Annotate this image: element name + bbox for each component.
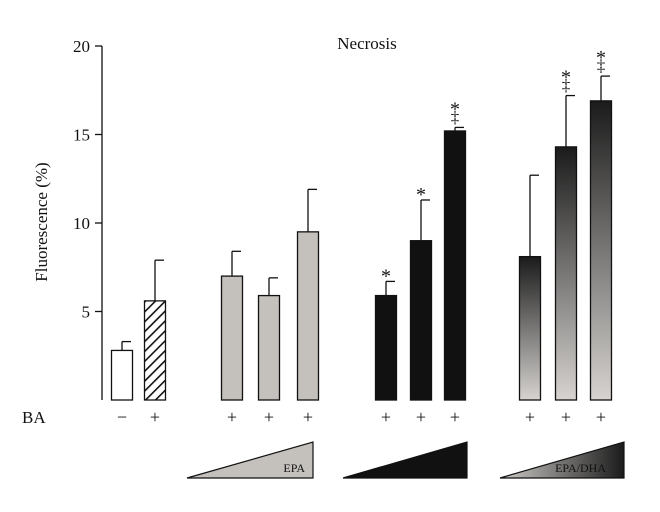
bar bbox=[296, 231, 320, 401]
chart-title: Necrosis bbox=[337, 34, 396, 53]
bar bbox=[374, 294, 398, 401]
y-tick-label: 10 bbox=[73, 214, 90, 233]
ba-indicator: + bbox=[227, 407, 237, 427]
y-tick-label: 5 bbox=[82, 303, 91, 322]
group-triangles: EPA DHA EPA/DHA bbox=[186, 441, 625, 479]
significance-double-dagger: ‡ bbox=[562, 76, 571, 95]
y-axis-label: Fluorescence (%) bbox=[32, 162, 51, 281]
significance-asterisk: * bbox=[381, 265, 391, 287]
significance-double-dagger: ‡ bbox=[451, 107, 460, 126]
y-axis: 5 10 15 20 bbox=[73, 37, 103, 400]
ba-indicator: + bbox=[561, 407, 571, 427]
y-tick-label: 15 bbox=[73, 126, 90, 145]
bar bbox=[110, 349, 134, 401]
bar bbox=[554, 146, 578, 401]
group-label: EPA bbox=[283, 461, 305, 475]
group-label: EPA/DHA bbox=[555, 461, 606, 475]
bar bbox=[518, 255, 542, 401]
concentration-triangle bbox=[186, 441, 314, 479]
ba-indicator: + bbox=[150, 407, 160, 427]
ba-row-label: BA bbox=[22, 408, 46, 427]
significance-asterisk: * bbox=[561, 67, 571, 89]
concentration-triangle bbox=[499, 441, 625, 479]
group-label: DHA bbox=[433, 461, 459, 475]
bar bbox=[220, 275, 244, 401]
significance-marks-layer: **‡*‡*‡* bbox=[381, 47, 606, 287]
significance-asterisk: * bbox=[450, 98, 460, 120]
significance-asterisk: * bbox=[416, 184, 426, 206]
bar bbox=[589, 100, 613, 401]
ba-indicator: + bbox=[596, 407, 606, 427]
bar bbox=[257, 294, 281, 401]
bars-layer bbox=[110, 75, 613, 401]
ba-indicator: + bbox=[303, 407, 313, 427]
concentration-triangle bbox=[342, 441, 468, 479]
ba-indicator-row: − + + + + + + + + + + bbox=[117, 407, 606, 427]
ba-indicator: − bbox=[117, 407, 127, 427]
significance-asterisk: * bbox=[596, 47, 606, 69]
bar bbox=[143, 300, 167, 401]
ba-indicator: + bbox=[525, 407, 535, 427]
ba-indicator: + bbox=[381, 407, 391, 427]
bar bbox=[409, 240, 433, 401]
bar bbox=[443, 130, 467, 401]
ba-indicator: + bbox=[416, 407, 426, 427]
y-tick-label: 20 bbox=[73, 37, 90, 56]
significance-double-dagger: ‡ bbox=[597, 56, 606, 75]
ba-indicator: + bbox=[450, 407, 460, 427]
ba-indicator: + bbox=[264, 407, 274, 427]
